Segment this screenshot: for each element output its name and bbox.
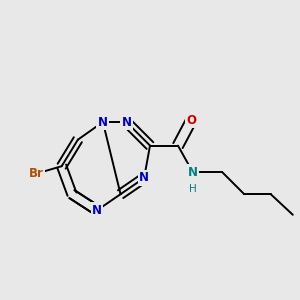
Text: N: N xyxy=(139,172,149,184)
Text: N: N xyxy=(122,116,131,128)
Text: N: N xyxy=(188,166,198,178)
Text: N: N xyxy=(92,204,102,217)
Text: Br: Br xyxy=(29,167,44,180)
Text: H: H xyxy=(189,184,196,194)
Text: O: O xyxy=(186,114,196,127)
Text: N: N xyxy=(98,116,108,128)
